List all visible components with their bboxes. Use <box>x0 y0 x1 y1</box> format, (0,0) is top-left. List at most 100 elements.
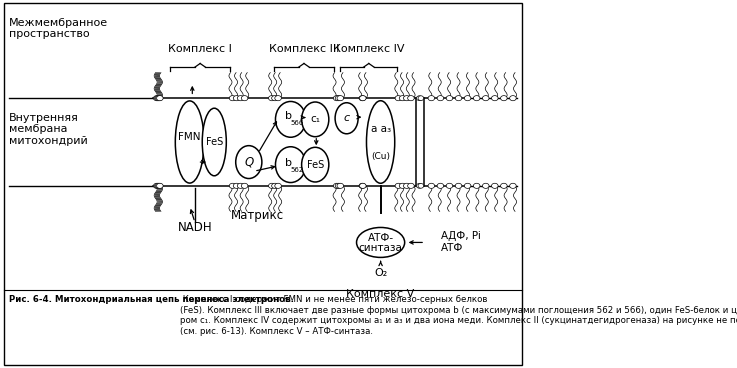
Ellipse shape <box>272 183 279 188</box>
Text: Матрикс: Матрикс <box>231 209 284 222</box>
Ellipse shape <box>237 96 244 101</box>
Text: O₂: O₂ <box>374 269 387 279</box>
Ellipse shape <box>155 183 161 188</box>
Text: Q: Q <box>244 156 254 169</box>
Text: Комплекс III: Комплекс III <box>269 44 339 54</box>
Ellipse shape <box>492 183 498 188</box>
Ellipse shape <box>276 147 306 183</box>
Ellipse shape <box>333 96 340 101</box>
Text: NADH: NADH <box>178 221 212 234</box>
Ellipse shape <box>455 96 462 101</box>
Text: Комплекс V: Комплекс V <box>346 289 415 298</box>
Ellipse shape <box>335 183 342 188</box>
Ellipse shape <box>337 96 343 101</box>
Ellipse shape <box>333 183 340 188</box>
Ellipse shape <box>272 96 279 101</box>
Text: 562: 562 <box>290 167 304 173</box>
Ellipse shape <box>510 183 516 188</box>
Ellipse shape <box>301 147 329 182</box>
Text: синтаза: синтаза <box>359 243 402 253</box>
Ellipse shape <box>241 96 248 101</box>
Ellipse shape <box>408 183 414 188</box>
Ellipse shape <box>229 183 236 188</box>
Ellipse shape <box>241 183 248 188</box>
Text: АТФ: АТФ <box>441 243 463 253</box>
Text: a a₃: a a₃ <box>371 124 391 134</box>
Ellipse shape <box>156 96 163 101</box>
Ellipse shape <box>234 183 240 188</box>
Text: Рис. 6-4. Митохондриальная цепь переноса электронов.: Рис. 6-4. Митохондриальная цепь переноса… <box>10 296 294 304</box>
Text: АДФ, Pi: АДФ, Pi <box>441 231 481 241</box>
Ellipse shape <box>395 183 402 188</box>
Ellipse shape <box>229 96 236 101</box>
Text: c₁: c₁ <box>310 114 320 124</box>
Ellipse shape <box>360 96 366 101</box>
Ellipse shape <box>510 96 516 101</box>
Ellipse shape <box>416 184 422 188</box>
Ellipse shape <box>418 96 424 100</box>
Ellipse shape <box>155 96 161 101</box>
Ellipse shape <box>237 183 244 188</box>
Text: 566: 566 <box>290 120 304 126</box>
Text: c: c <box>343 113 349 123</box>
Text: b: b <box>285 111 292 121</box>
Ellipse shape <box>202 108 226 176</box>
Ellipse shape <box>500 96 507 101</box>
Ellipse shape <box>359 96 366 101</box>
Ellipse shape <box>399 183 406 188</box>
Ellipse shape <box>236 146 262 178</box>
Text: Внутренняя
мембрана
митохондрий: Внутренняя мембрана митохондрий <box>10 113 88 146</box>
Text: Комплекс I содержит FMN и не менее пяти железо-серных белков
(FeS). Комплекс III: Комплекс I содержит FMN и не менее пяти … <box>181 296 737 336</box>
Ellipse shape <box>234 96 240 101</box>
Bar <box>416 98 424 186</box>
Ellipse shape <box>437 183 444 188</box>
Text: Межмембранное
пространство: Межмембранное пространство <box>10 18 108 39</box>
Ellipse shape <box>428 96 435 101</box>
Ellipse shape <box>360 183 366 188</box>
Ellipse shape <box>428 183 435 188</box>
Ellipse shape <box>399 96 406 101</box>
Ellipse shape <box>483 183 489 188</box>
Ellipse shape <box>483 96 489 101</box>
Ellipse shape <box>473 183 480 188</box>
Ellipse shape <box>335 96 342 101</box>
Ellipse shape <box>268 183 275 188</box>
Ellipse shape <box>408 96 414 101</box>
Ellipse shape <box>464 183 471 188</box>
Text: FeS: FeS <box>307 160 324 170</box>
Ellipse shape <box>500 183 507 188</box>
Ellipse shape <box>403 96 410 101</box>
Ellipse shape <box>156 96 162 101</box>
Ellipse shape <box>156 183 162 188</box>
Ellipse shape <box>366 101 395 183</box>
Ellipse shape <box>156 183 163 188</box>
Text: b: b <box>285 158 292 168</box>
Ellipse shape <box>464 96 471 101</box>
Ellipse shape <box>301 102 329 137</box>
Ellipse shape <box>275 183 282 188</box>
Ellipse shape <box>446 183 453 188</box>
Ellipse shape <box>359 183 366 188</box>
Text: FeS: FeS <box>206 137 223 147</box>
Ellipse shape <box>455 183 462 188</box>
Ellipse shape <box>275 96 282 101</box>
Text: Комплекс IV: Комплекс IV <box>333 44 405 54</box>
Text: (Cu): (Cu) <box>371 152 390 161</box>
Ellipse shape <box>473 96 480 101</box>
Ellipse shape <box>268 96 275 101</box>
Ellipse shape <box>357 227 405 257</box>
Ellipse shape <box>175 101 204 183</box>
Ellipse shape <box>337 183 343 188</box>
Ellipse shape <box>446 96 453 101</box>
Ellipse shape <box>403 183 410 188</box>
Ellipse shape <box>418 184 424 188</box>
Ellipse shape <box>153 96 160 101</box>
Ellipse shape <box>395 96 402 101</box>
Ellipse shape <box>153 183 160 188</box>
Ellipse shape <box>276 102 306 137</box>
Ellipse shape <box>416 96 422 100</box>
Ellipse shape <box>492 96 498 101</box>
Text: FMN: FMN <box>178 131 201 142</box>
Text: Комплекс I: Комплекс I <box>168 44 232 54</box>
Text: АТФ-: АТФ- <box>368 233 394 243</box>
